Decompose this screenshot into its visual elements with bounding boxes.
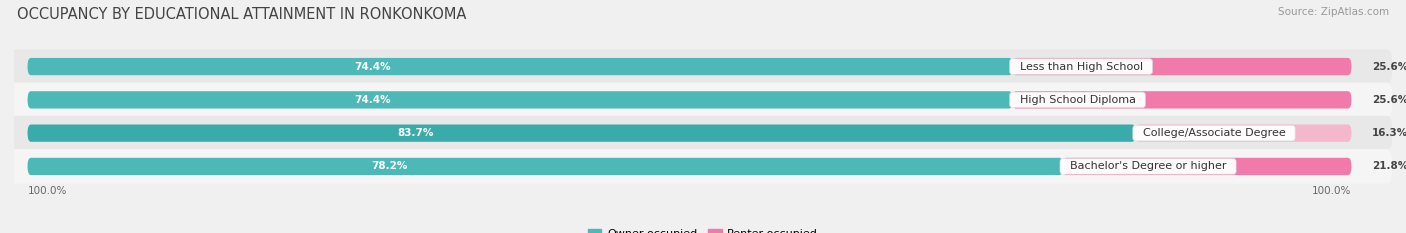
- Text: 25.6%: 25.6%: [1372, 62, 1406, 72]
- FancyBboxPatch shape: [28, 91, 1012, 109]
- FancyBboxPatch shape: [1136, 124, 1351, 142]
- Text: College/Associate Degree: College/Associate Degree: [1136, 128, 1292, 138]
- Legend: Owner-occupied, Renter-occupied: Owner-occupied, Renter-occupied: [583, 224, 823, 233]
- FancyBboxPatch shape: [28, 158, 1063, 175]
- Text: 25.6%: 25.6%: [1372, 95, 1406, 105]
- FancyBboxPatch shape: [0, 149, 1392, 184]
- Text: Less than High School: Less than High School: [1012, 62, 1150, 72]
- Text: 21.8%: 21.8%: [1372, 161, 1406, 171]
- FancyBboxPatch shape: [1063, 158, 1351, 175]
- FancyBboxPatch shape: [1012, 91, 1351, 109]
- Text: 74.4%: 74.4%: [354, 95, 391, 105]
- Text: 100.0%: 100.0%: [1312, 186, 1351, 196]
- FancyBboxPatch shape: [1012, 58, 1351, 75]
- FancyBboxPatch shape: [28, 124, 1136, 142]
- FancyBboxPatch shape: [0, 116, 1392, 151]
- Text: Source: ZipAtlas.com: Source: ZipAtlas.com: [1278, 7, 1389, 17]
- Text: 78.2%: 78.2%: [371, 161, 408, 171]
- Text: 100.0%: 100.0%: [28, 186, 67, 196]
- Text: Bachelor's Degree or higher: Bachelor's Degree or higher: [1063, 161, 1233, 171]
- Text: 83.7%: 83.7%: [398, 128, 433, 138]
- Text: High School Diploma: High School Diploma: [1012, 95, 1143, 105]
- Text: 74.4%: 74.4%: [354, 62, 391, 72]
- Text: 16.3%: 16.3%: [1372, 128, 1406, 138]
- FancyBboxPatch shape: [28, 58, 1012, 75]
- Text: OCCUPANCY BY EDUCATIONAL ATTAINMENT IN RONKONKOMA: OCCUPANCY BY EDUCATIONAL ATTAINMENT IN R…: [17, 7, 467, 22]
- FancyBboxPatch shape: [0, 82, 1392, 117]
- FancyBboxPatch shape: [0, 49, 1392, 84]
